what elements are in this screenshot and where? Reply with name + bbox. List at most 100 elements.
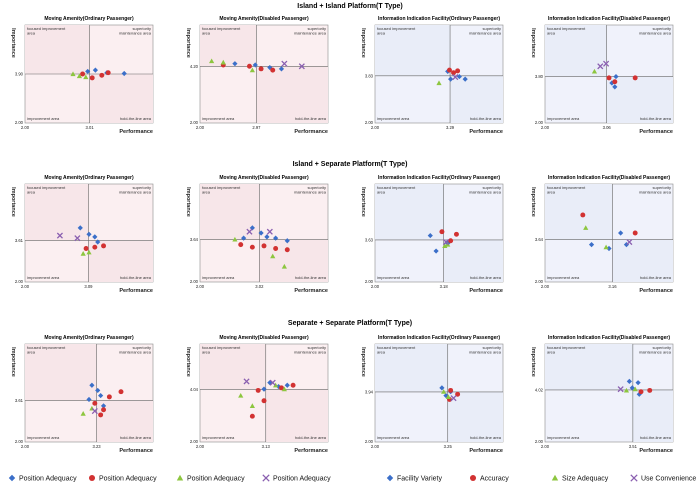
panel-title: Information Indication Facility(Disabled…	[548, 175, 670, 181]
legend-label: Position Adequacy	[99, 476, 157, 483]
data-point-cross-12	[281, 60, 288, 67]
x-axis-label: Performance	[119, 129, 153, 135]
quadrant-focused	[200, 344, 266, 390]
data-point-cross-9	[450, 395, 457, 402]
quadrant-label-line: maintenance area	[294, 350, 327, 355]
x-tick-label: 3.09	[84, 284, 93, 289]
quadrant-label-hold: hold-the-line area	[295, 275, 327, 280]
quadrant-label-improvement: improvement area	[27, 116, 60, 121]
quadrant-label-hold: hold-the-line area	[120, 275, 152, 280]
data-point-diamond-2	[258, 230, 264, 236]
data-point-cross-10	[56, 232, 63, 239]
y-axis-label: Importance	[530, 347, 536, 377]
panel-title: Moving Amenity(Ordinary Passenger)	[44, 16, 134, 22]
x-axis-label: Performance	[119, 448, 153, 454]
quadrant-hold	[632, 389, 673, 442]
quadrant-label-improvement: improvement area	[27, 435, 60, 440]
y-axis-label: Importance	[530, 187, 536, 217]
x-axis-label: Performance	[639, 129, 673, 135]
x-tick-label: 2.00	[21, 444, 30, 449]
panel-title: Information Indication Facility(Disabled…	[548, 335, 670, 341]
y-tick-label: 3.64	[190, 237, 199, 242]
y-tick-label: 3.83	[365, 73, 374, 78]
data-point-triangle-10	[220, 59, 226, 65]
quadrant-label-improvement: improvement area	[377, 435, 410, 440]
data-point-diamond-4	[121, 70, 127, 77]
quadrant-label-improvement: improvement area	[202, 116, 235, 121]
quadrant-label-line: superiority	[483, 345, 501, 350]
y-tick-label: 4.04	[190, 387, 199, 392]
quadrant-label-line: maintenance area	[119, 350, 152, 355]
quadrant-focused	[545, 344, 633, 390]
panel-title: Information Indication Facility(Ordinary…	[378, 16, 500, 22]
quadrant-label-line: superiority	[483, 26, 501, 31]
data-point-triangle-7	[591, 68, 598, 74]
data-point-circle-8	[105, 70, 111, 76]
y-axis-label: Importance	[185, 347, 191, 377]
data-point-diamond-1	[77, 225, 83, 231]
quadrant-label-improvement: improvement area	[547, 116, 580, 121]
quadrant-label-focused: focused improvement area	[547, 345, 586, 355]
data-point-cross-9	[626, 238, 633, 246]
legend-item-6: Accuracy	[469, 474, 509, 483]
y-tick-label: 2.00	[190, 439, 199, 444]
data-point-cross-9	[617, 386, 624, 393]
data-point-circle-5	[647, 387, 653, 393]
y-tick-label: 3.90	[15, 72, 24, 77]
quadrant-focused	[375, 184, 444, 240]
quadrant-label-superiority: superiority maintenance area	[119, 345, 152, 355]
quadrant-label-line: focused improvement	[27, 345, 66, 350]
quadrant-label-line: area	[547, 31, 556, 36]
data-point-triangle-8	[632, 386, 638, 392]
data-point-diamond-2	[252, 62, 258, 68]
chart-panel-4: Information Indication Facility(Disabled…	[530, 16, 674, 135]
quadrant-label-hold: hold-the-line area	[640, 435, 672, 440]
data-point-circle-6	[89, 75, 95, 81]
y-tick-label: 3.80	[535, 74, 544, 79]
quadrant-label-line: superiority	[133, 185, 151, 190]
y-tick-label: 2.00	[15, 120, 24, 125]
data-point-cross-8	[597, 63, 604, 70]
data-point-circle-6	[632, 230, 638, 236]
x-tick-label: 2.00	[541, 444, 550, 449]
data-point-triangle-8	[603, 244, 609, 250]
quadrant-label-focused: focused improvement area	[202, 345, 241, 355]
y-tick-label: 2.00	[15, 439, 24, 444]
quadrant-label-line: area	[377, 350, 386, 355]
quadrant-label-line: focused improvement	[547, 345, 586, 350]
chart-panel-3: Information Indication Facility(Ordinary…	[360, 16, 504, 135]
x-axis-label: Performance	[469, 448, 503, 454]
quadrant-label-line: area	[27, 190, 36, 195]
x-tick-label: 2.00	[196, 284, 205, 289]
panel-title: Moving Amenity(Disabled Passenger)	[219, 175, 309, 181]
data-point-triangle-9	[209, 58, 215, 64]
x-tick-label: 2.00	[21, 284, 30, 289]
quadrant-label-superiority: superiority maintenance area	[639, 185, 672, 195]
data-point-diamond-1	[427, 232, 433, 239]
quadrant-label-line: area	[202, 350, 211, 355]
y-axis-label: Importance	[185, 187, 191, 217]
data-point-diamond-5	[284, 238, 290, 244]
data-point-circle-7	[101, 407, 107, 413]
y-tick-label: 2.00	[535, 120, 544, 125]
data-point-diamond-3	[264, 234, 270, 240]
y-tick-label: 3.61	[15, 398, 24, 403]
quadrant-label-focused: focused improvement area	[547, 185, 586, 195]
quadrant-hold	[96, 400, 153, 442]
quadrant-label-hold: hold-the-line area	[640, 275, 672, 280]
quadrant-label-line: focused improvement	[377, 185, 416, 190]
quadrant-label-line: superiority	[308, 345, 326, 350]
data-point-triangle-10	[238, 392, 244, 398]
quadrant-label-hold: hold-the-line area	[470, 435, 502, 440]
data-point-cross-13	[91, 407, 98, 415]
y-tick-label: 2.00	[535, 439, 544, 444]
legend-marker-triangle	[176, 474, 184, 481]
data-point-diamond-4	[636, 391, 642, 397]
data-point-diamond-5	[100, 403, 107, 409]
data-point-triangle-7	[623, 387, 630, 393]
legend-label: Facility Variety	[397, 476, 442, 483]
y-axis-label: Importance	[360, 28, 366, 58]
data-point-triangle-11	[249, 67, 255, 73]
data-point-circle-6	[261, 398, 267, 404]
quadrant-label-line: area	[27, 31, 36, 36]
